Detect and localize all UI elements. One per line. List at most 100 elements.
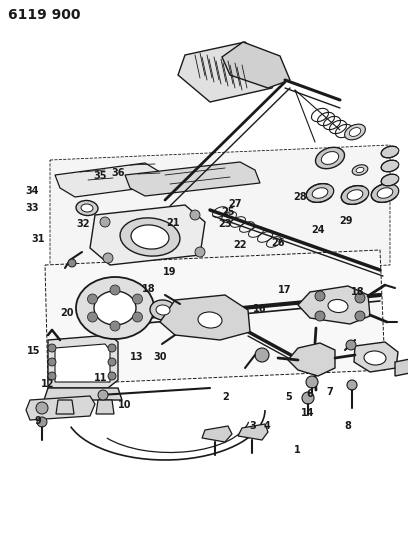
Text: 23: 23 <box>218 219 232 229</box>
Text: 25: 25 <box>222 207 235 217</box>
Circle shape <box>190 210 200 220</box>
Ellipse shape <box>381 146 399 158</box>
Text: 20: 20 <box>60 309 74 318</box>
Circle shape <box>347 380 357 390</box>
Circle shape <box>110 285 120 295</box>
Circle shape <box>306 376 318 388</box>
Text: 14: 14 <box>301 408 315 418</box>
Text: 30: 30 <box>153 352 166 362</box>
Ellipse shape <box>321 151 339 164</box>
Ellipse shape <box>312 188 328 198</box>
Polygon shape <box>90 205 205 265</box>
Ellipse shape <box>347 190 363 200</box>
Polygon shape <box>288 343 335 376</box>
Text: 8: 8 <box>345 422 352 431</box>
Circle shape <box>48 344 56 352</box>
Circle shape <box>302 392 314 404</box>
Text: 2: 2 <box>222 392 229 402</box>
Text: 16: 16 <box>253 304 266 314</box>
Circle shape <box>195 247 205 257</box>
Text: 26: 26 <box>271 238 285 247</box>
Ellipse shape <box>76 200 98 215</box>
Text: 11: 11 <box>94 374 107 383</box>
Polygon shape <box>56 400 74 414</box>
Text: 24: 24 <box>311 225 324 235</box>
Circle shape <box>100 217 110 227</box>
Ellipse shape <box>356 167 364 173</box>
Circle shape <box>315 311 325 321</box>
Polygon shape <box>50 145 390 280</box>
Polygon shape <box>202 426 232 442</box>
Polygon shape <box>125 162 260 196</box>
Text: 22: 22 <box>233 240 247 250</box>
Ellipse shape <box>328 300 348 312</box>
Polygon shape <box>222 42 290 88</box>
Ellipse shape <box>94 291 136 325</box>
Text: 6119 900: 6119 900 <box>8 8 80 22</box>
Polygon shape <box>26 396 95 420</box>
Text: 27: 27 <box>228 199 242 208</box>
Polygon shape <box>395 358 408 376</box>
Circle shape <box>68 259 76 267</box>
Ellipse shape <box>120 218 180 256</box>
Polygon shape <box>45 250 385 385</box>
Circle shape <box>48 358 56 366</box>
Text: 12: 12 <box>41 379 54 389</box>
Text: 9: 9 <box>35 416 42 426</box>
Ellipse shape <box>150 300 176 320</box>
Text: 19: 19 <box>163 267 177 277</box>
Text: 3: 3 <box>249 422 256 431</box>
Ellipse shape <box>315 147 344 169</box>
Circle shape <box>133 312 142 322</box>
Ellipse shape <box>371 183 399 203</box>
Circle shape <box>315 291 325 301</box>
Circle shape <box>346 340 356 350</box>
Circle shape <box>48 372 56 380</box>
Circle shape <box>108 358 116 366</box>
Circle shape <box>37 417 47 427</box>
Text: 1: 1 <box>294 446 301 455</box>
Polygon shape <box>44 388 122 400</box>
Ellipse shape <box>341 185 369 205</box>
Polygon shape <box>298 286 370 324</box>
Polygon shape <box>160 295 250 340</box>
Ellipse shape <box>345 124 366 140</box>
Circle shape <box>133 294 142 304</box>
Text: 34: 34 <box>26 186 39 196</box>
Text: 7: 7 <box>326 387 333 397</box>
Circle shape <box>355 293 365 303</box>
Text: 32: 32 <box>77 219 90 229</box>
Ellipse shape <box>76 277 154 339</box>
Polygon shape <box>55 163 165 197</box>
Ellipse shape <box>381 160 399 172</box>
Ellipse shape <box>381 174 399 186</box>
Ellipse shape <box>306 183 334 203</box>
Text: 29: 29 <box>339 216 353 226</box>
Text: 6: 6 <box>306 390 313 399</box>
Text: 17: 17 <box>277 286 291 295</box>
Text: 18: 18 <box>142 284 155 294</box>
Ellipse shape <box>81 204 93 212</box>
Ellipse shape <box>349 127 361 136</box>
Circle shape <box>110 321 120 331</box>
Polygon shape <box>354 342 398 372</box>
Text: 31: 31 <box>32 234 45 244</box>
Circle shape <box>355 311 365 321</box>
Circle shape <box>98 390 108 400</box>
Ellipse shape <box>131 225 169 249</box>
Text: 4: 4 <box>263 422 270 431</box>
Circle shape <box>108 344 116 352</box>
Text: 21: 21 <box>166 218 180 228</box>
Circle shape <box>36 402 48 414</box>
Text: 18: 18 <box>351 287 364 297</box>
Text: 35: 35 <box>93 171 106 181</box>
Text: 13: 13 <box>130 352 143 362</box>
Text: 36: 36 <box>111 168 124 178</box>
Polygon shape <box>55 344 110 382</box>
Circle shape <box>108 372 116 380</box>
Ellipse shape <box>352 165 368 175</box>
Ellipse shape <box>198 312 222 328</box>
Polygon shape <box>178 42 278 102</box>
Text: 15: 15 <box>27 346 40 356</box>
Polygon shape <box>238 424 268 440</box>
